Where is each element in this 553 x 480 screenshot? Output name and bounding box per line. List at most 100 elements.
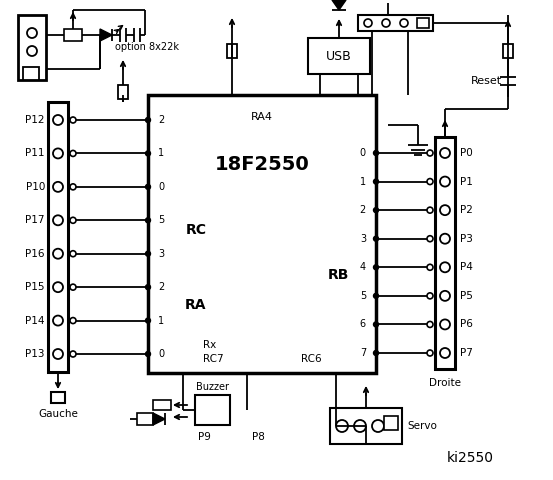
Text: 0: 0 xyxy=(158,182,164,192)
Text: 2: 2 xyxy=(158,282,164,292)
Circle shape xyxy=(53,282,63,292)
Circle shape xyxy=(440,262,450,272)
Circle shape xyxy=(427,179,433,185)
Circle shape xyxy=(53,349,63,359)
Circle shape xyxy=(70,251,76,257)
Circle shape xyxy=(145,184,150,189)
Text: P7: P7 xyxy=(460,348,473,358)
Text: P3: P3 xyxy=(460,234,473,244)
Circle shape xyxy=(145,251,150,256)
Circle shape xyxy=(427,293,433,299)
Text: RA: RA xyxy=(185,298,207,312)
Circle shape xyxy=(145,285,150,289)
Text: P6: P6 xyxy=(460,319,473,329)
Text: RA4: RA4 xyxy=(251,112,273,122)
Text: 2: 2 xyxy=(360,205,366,215)
Circle shape xyxy=(440,348,450,358)
Bar xyxy=(417,18,429,28)
Text: P12: P12 xyxy=(25,115,45,125)
Circle shape xyxy=(145,318,150,323)
Circle shape xyxy=(373,265,378,270)
Circle shape xyxy=(27,28,37,38)
Text: 2: 2 xyxy=(158,115,164,125)
Circle shape xyxy=(70,284,76,290)
Text: 1: 1 xyxy=(158,315,164,325)
Bar xyxy=(48,102,68,372)
Text: P10: P10 xyxy=(25,182,45,192)
Bar xyxy=(23,67,39,80)
Text: 5: 5 xyxy=(158,216,164,225)
Text: P16: P16 xyxy=(25,249,45,259)
Circle shape xyxy=(427,264,433,270)
Text: Droite: Droite xyxy=(429,378,461,388)
Circle shape xyxy=(53,115,63,125)
Bar xyxy=(148,95,376,373)
Bar xyxy=(153,400,171,410)
Text: P17: P17 xyxy=(25,216,45,225)
Circle shape xyxy=(373,151,378,156)
Polygon shape xyxy=(332,0,346,10)
Circle shape xyxy=(427,322,433,327)
Circle shape xyxy=(70,318,76,324)
Bar xyxy=(64,29,82,41)
Circle shape xyxy=(373,236,378,241)
Text: Buzzer: Buzzer xyxy=(196,382,229,392)
Text: 0: 0 xyxy=(360,148,366,158)
Text: 1: 1 xyxy=(158,148,164,158)
Text: P9: P9 xyxy=(198,432,211,442)
Circle shape xyxy=(53,148,63,158)
Circle shape xyxy=(440,205,450,215)
Circle shape xyxy=(440,291,450,301)
Circle shape xyxy=(440,148,450,158)
Text: RC6: RC6 xyxy=(301,354,321,364)
Circle shape xyxy=(145,218,150,223)
Text: option 8x22k: option 8x22k xyxy=(115,42,179,52)
Bar xyxy=(330,408,402,444)
Text: P1: P1 xyxy=(460,177,473,187)
Bar xyxy=(51,392,65,403)
Circle shape xyxy=(70,351,76,357)
Text: Gauche: Gauche xyxy=(38,409,78,419)
Circle shape xyxy=(53,216,63,225)
Bar xyxy=(358,15,433,31)
Circle shape xyxy=(373,322,378,327)
Text: 4: 4 xyxy=(360,262,366,272)
Circle shape xyxy=(373,179,378,184)
Circle shape xyxy=(53,315,63,325)
Circle shape xyxy=(53,182,63,192)
Bar xyxy=(18,15,46,80)
Bar xyxy=(195,395,230,425)
Text: P5: P5 xyxy=(460,291,473,301)
Circle shape xyxy=(53,249,63,259)
Circle shape xyxy=(373,208,378,213)
Circle shape xyxy=(440,177,450,187)
Circle shape xyxy=(354,420,366,432)
Text: 3: 3 xyxy=(360,234,366,244)
Circle shape xyxy=(440,234,450,244)
Circle shape xyxy=(427,207,433,213)
Circle shape xyxy=(427,150,433,156)
Circle shape xyxy=(400,19,408,27)
Text: USB: USB xyxy=(326,49,352,62)
Circle shape xyxy=(373,293,378,299)
Text: 6: 6 xyxy=(360,319,366,329)
Circle shape xyxy=(145,118,150,122)
Text: P2: P2 xyxy=(460,205,473,215)
Bar xyxy=(503,44,513,58)
Circle shape xyxy=(440,319,450,329)
Bar xyxy=(137,413,153,425)
Text: RC: RC xyxy=(185,223,206,237)
Circle shape xyxy=(70,117,76,123)
Polygon shape xyxy=(153,413,165,425)
Circle shape xyxy=(364,19,372,27)
Text: P0: P0 xyxy=(460,148,473,158)
Text: Servo: Servo xyxy=(407,421,437,431)
Circle shape xyxy=(70,150,76,156)
Bar xyxy=(308,38,370,74)
Circle shape xyxy=(70,217,76,223)
Text: 0: 0 xyxy=(158,349,164,359)
Circle shape xyxy=(372,420,384,432)
Text: P15: P15 xyxy=(25,282,45,292)
Circle shape xyxy=(145,151,150,156)
Text: P8: P8 xyxy=(252,432,264,442)
